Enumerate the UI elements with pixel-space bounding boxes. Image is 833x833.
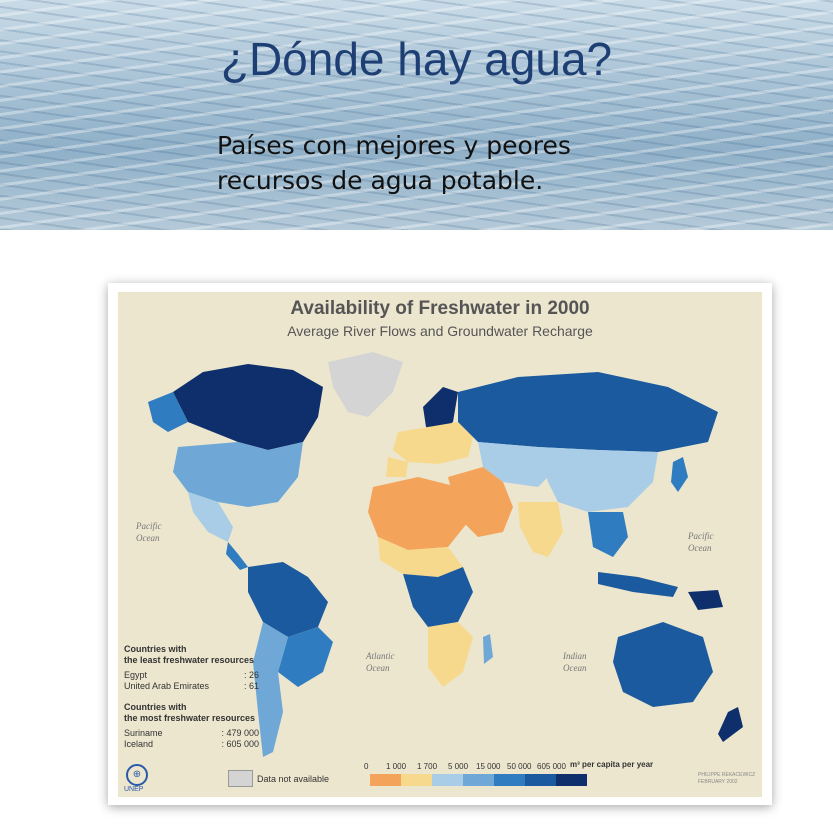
country-name: Egypt xyxy=(124,670,148,680)
legend-unit: m³ per capita per year xyxy=(570,760,654,769)
region-southeast-asia xyxy=(588,512,628,557)
region-new-zealand xyxy=(718,707,743,742)
region-madagascar xyxy=(483,634,493,664)
least-heading-1: Countries with xyxy=(124,644,187,654)
legend-tick: 605 000 xyxy=(537,762,566,771)
legend-tick: 5 000 xyxy=(448,762,469,771)
page-subtitle: Países con mejores y peores recursos de … xyxy=(217,128,657,198)
legend-swatch xyxy=(463,774,494,786)
map-subtitle: Average River Flows and Groundwater Rech… xyxy=(287,323,593,339)
region-brazil xyxy=(278,627,333,687)
country-name: Suriname xyxy=(124,728,163,738)
region-india xyxy=(518,502,563,557)
water-banner: ¿Dónde hay agua? Países con mejores y pe… xyxy=(0,0,833,230)
ocean-name: Pacific xyxy=(136,521,162,531)
map-frame: Availability of Freshwater in 2000 Avera… xyxy=(108,283,772,805)
region-canada xyxy=(173,364,323,450)
ocean-label-indian: Indian Ocean xyxy=(563,650,587,674)
ocean-label-pacific-east: Pacific Ocean xyxy=(136,520,162,544)
region-central-asia xyxy=(478,442,558,487)
region-mexico xyxy=(188,492,233,542)
most-row-suriname: Suriname : 479 000 xyxy=(124,728,259,739)
map-credit: PHILIPPE REKACEWICZ FEBRUARY 2002 xyxy=(698,772,755,786)
country-name: Iceland xyxy=(124,739,154,749)
un-emblem-icon: ⊕ xyxy=(126,764,148,786)
ocean-name: Pacific xyxy=(688,531,714,541)
legend-tick: 50 000 xyxy=(507,762,532,771)
subtitle-line-1: Países con mejores y peores xyxy=(217,131,571,160)
region-greenland xyxy=(328,352,403,417)
least-row-egypt: Egypt : 26 xyxy=(124,670,259,681)
legend-tick: 1 000 xyxy=(386,762,407,771)
country-value: : 61 xyxy=(243,681,259,691)
most-row-iceland: Iceland : 605 000 xyxy=(124,739,259,750)
page-title: ¿Dónde hay agua? xyxy=(220,33,613,85)
ocean-name: Indian xyxy=(563,651,587,661)
region-sahel xyxy=(378,537,463,577)
legend-tick: 0 xyxy=(364,762,369,771)
region-south-america-north xyxy=(248,562,328,637)
freshwater-map: Availability of Freshwater in 2000 Avera… xyxy=(118,292,762,797)
unep-label: UNEP xyxy=(124,786,144,793)
ocean-name: Atlantic xyxy=(366,651,395,661)
country-value: : 605 000 xyxy=(221,739,259,749)
ocean-label-pacific-west: Pacific Ocean xyxy=(688,530,714,554)
not-available-swatch xyxy=(228,770,253,787)
most-resources-box: Countries with the most freshwater resou… xyxy=(124,702,259,750)
region-iberia xyxy=(386,457,408,477)
region-europe xyxy=(393,422,473,464)
credit-author: PHILIPPE REKACEWICZ xyxy=(698,772,756,778)
map-title: Availability of Freshwater in 2000 xyxy=(290,298,590,319)
legend-swatch xyxy=(401,774,432,786)
region-indonesia xyxy=(598,572,678,597)
region-usa xyxy=(173,442,303,507)
region-north-africa xyxy=(368,477,468,550)
region-south-america-south xyxy=(253,622,288,757)
region-papua xyxy=(688,590,723,610)
region-china xyxy=(538,447,658,512)
legend-swatch xyxy=(525,774,556,786)
region-alaska xyxy=(148,392,188,432)
region-central-america xyxy=(226,542,248,570)
region-russia xyxy=(458,372,718,452)
region-australia xyxy=(613,622,713,707)
legend-swatch xyxy=(494,774,525,786)
ocean-word: Ocean xyxy=(563,663,587,673)
ocean-label-atlantic: Atlantic Ocean xyxy=(366,650,395,674)
credit-date: FEBRUARY 2002 xyxy=(698,779,738,785)
least-resources-box: Countries with the least freshwater reso… xyxy=(124,644,259,692)
ocean-word: Ocean xyxy=(366,663,390,673)
country-value: : 479 000 xyxy=(221,728,259,738)
world-map-graphic xyxy=(148,352,743,757)
least-row-uae: United Arab Emirates : 61 xyxy=(124,681,259,692)
not-available-label: Data not available xyxy=(257,774,330,784)
most-heading-1: Countries with xyxy=(124,702,187,712)
subtitle-line-2: recursos de agua potable. xyxy=(217,166,544,195)
region-japan xyxy=(671,457,688,492)
region-southern-africa xyxy=(428,622,473,687)
legend-swatch xyxy=(432,774,463,786)
legend-swatch xyxy=(556,774,587,786)
ocean-word: Ocean xyxy=(688,543,712,553)
country-value: : 26 xyxy=(243,670,259,680)
legend-tick: 15 000 xyxy=(476,762,501,771)
legend-swatch xyxy=(370,774,401,786)
country-name: United Arab Emirates xyxy=(124,681,210,691)
most-heading-2: the most freshwater resources xyxy=(124,713,256,723)
legend-color-bar xyxy=(370,774,587,786)
legend-tick: 1 700 xyxy=(417,762,438,771)
region-scandinavia xyxy=(423,387,458,432)
ocean-word: Ocean xyxy=(136,533,160,543)
region-central-africa xyxy=(403,567,473,627)
least-heading-2: the least freshwater resources xyxy=(124,655,255,665)
